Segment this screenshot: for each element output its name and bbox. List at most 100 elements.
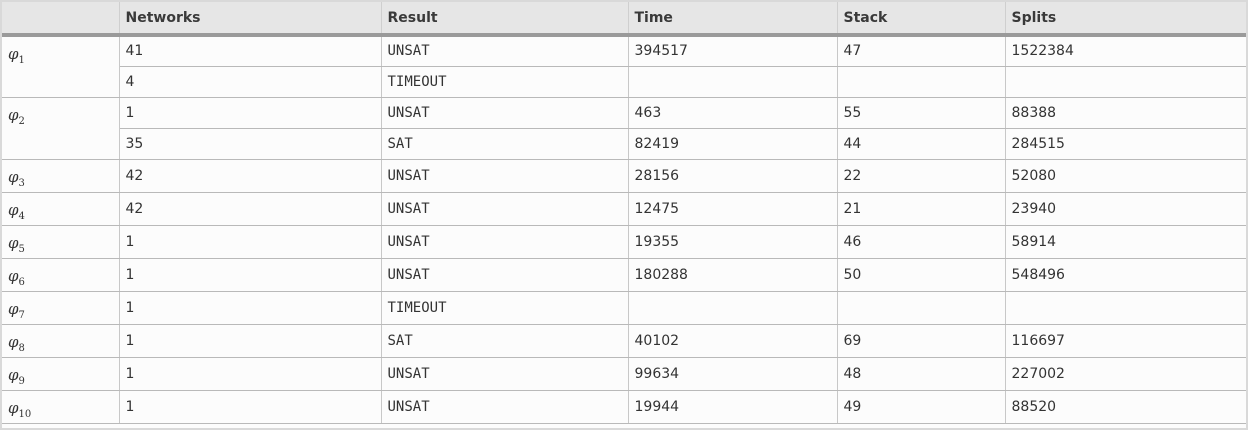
- stack-cell: [837, 291, 1006, 325]
- property-cell: φ5: [2, 225, 120, 259]
- result-cell: SAT: [381, 324, 629, 358]
- splits-cell: 1522384: [1005, 35, 1246, 67]
- networks-cell: 4: [119, 66, 382, 98]
- property-cell: φ6: [2, 258, 120, 292]
- property-label: φ8: [8, 332, 25, 354]
- table-row: 35 SAT 82419 44 284515: [2, 128, 1246, 160]
- splits-cell: [1005, 291, 1246, 325]
- property-cell: φ8: [2, 324, 120, 358]
- time-cell: [628, 66, 838, 98]
- stack-cell: 49: [837, 390, 1006, 424]
- networks-cell: 1: [119, 225, 382, 259]
- property-label: φ5: [8, 233, 25, 255]
- header-row: Networks Result Time Stack Splits: [2, 2, 1246, 37]
- networks-cell: 42: [119, 192, 382, 226]
- splits-cell: 227002: [1005, 357, 1246, 391]
- table-row: φ3 42 UNSAT 28156 22 52080: [2, 159, 1246, 193]
- property-label: φ3: [8, 167, 25, 189]
- networks-cell: 1: [119, 390, 382, 424]
- networks-cell: 1: [119, 324, 382, 358]
- header-property: [2, 2, 120, 37]
- result-cell: UNSAT: [381, 97, 629, 129]
- property-label: φ7: [8, 299, 25, 321]
- stack-cell: 55: [837, 97, 1006, 129]
- stack-cell: 50: [837, 258, 1006, 292]
- stack-cell: [837, 66, 1006, 98]
- property-label: φ1: [8, 45, 25, 66]
- splits-cell: 548496: [1005, 258, 1246, 292]
- networks-cell: 1: [119, 357, 382, 391]
- result-cell: UNSAT: [381, 159, 629, 193]
- result-cell: UNSAT: [381, 357, 629, 391]
- property-cell: φ4: [2, 192, 120, 226]
- splits-cell: 88520: [1005, 390, 1246, 424]
- property-cell: φ10: [2, 390, 120, 424]
- splits-cell: 58914: [1005, 225, 1246, 259]
- result-cell: SAT: [381, 128, 629, 160]
- networks-cell: 35: [119, 128, 382, 160]
- time-cell: 99634: [628, 357, 838, 391]
- result-cell: TIMEOUT: [381, 291, 629, 325]
- table-header: Networks Result Time Stack Splits: [2, 2, 1246, 37]
- time-cell: 28156: [628, 159, 838, 193]
- table-row: φ4 42 UNSAT 12475 21 23940: [2, 192, 1246, 226]
- property-cell: φ2: [2, 97, 120, 160]
- property-label: φ10: [8, 398, 32, 420]
- result-cell: UNSAT: [381, 35, 629, 67]
- splits-cell: [1005, 66, 1246, 98]
- time-cell: 180288: [628, 258, 838, 292]
- result-cell: UNSAT: [381, 390, 629, 424]
- property-cell: φ9: [2, 357, 120, 391]
- networks-cell: 1: [119, 291, 382, 325]
- table-row: φ1 41 UNSAT 394517 47 1522384: [2, 35, 1246, 98]
- table-row: φ2 1 UNSAT 463 55 88388: [2, 97, 1246, 160]
- result-cell: UNSAT: [381, 258, 629, 292]
- time-cell: [628, 291, 838, 325]
- networks-cell: 41: [119, 35, 382, 67]
- property-label: φ9: [8, 365, 25, 387]
- stack-cell: 48: [837, 357, 1006, 391]
- table-row: φ8 1 SAT 40102 69 116697: [2, 324, 1246, 358]
- table-row: φ5 1 UNSAT 19355 46 58914: [2, 225, 1246, 259]
- splits-cell: 284515: [1005, 128, 1246, 160]
- splits-cell: 23940: [1005, 192, 1246, 226]
- header-result: Result: [381, 2, 629, 37]
- property-label: φ4: [8, 200, 25, 222]
- table-row: φ7 1 TIMEOUT: [2, 291, 1246, 325]
- time-cell: 19944: [628, 390, 838, 424]
- networks-cell: 42: [119, 159, 382, 193]
- header-splits: Splits: [1005, 2, 1246, 37]
- property-cell: φ1: [2, 35, 120, 98]
- result-cell: UNSAT: [381, 192, 629, 226]
- property-cell: φ7: [2, 291, 120, 325]
- table-row: φ9 1 UNSAT 99634 48 227002: [2, 357, 1246, 391]
- property-label: φ6: [8, 266, 25, 288]
- property-cell: φ3: [2, 159, 120, 193]
- stack-cell: 69: [837, 324, 1006, 358]
- networks-cell: 1: [119, 258, 382, 292]
- time-cell: 394517: [628, 35, 838, 67]
- table-body: φ1 41 UNSAT 394517 47 1522384 4 TIMEOUT φ2 1 UNSAT…: [2, 35, 1246, 424]
- table-row: 4 TIMEOUT: [2, 66, 1246, 98]
- time-cell: 82419: [628, 128, 838, 160]
- networks-cell: 1: [119, 97, 382, 129]
- time-cell: 463: [628, 97, 838, 129]
- stack-cell: 44: [837, 128, 1006, 160]
- table-row: φ10 1 UNSAT 19944 49 88520: [2, 390, 1246, 424]
- stack-cell: 21: [837, 192, 1006, 226]
- splits-cell: 52080: [1005, 159, 1246, 193]
- time-cell: 19355: [628, 225, 838, 259]
- header-time: Time: [628, 2, 838, 37]
- result-cell: TIMEOUT: [381, 66, 629, 98]
- time-cell: 12475: [628, 192, 838, 226]
- splits-cell: 116697: [1005, 324, 1246, 358]
- property-label: φ2: [8, 105, 25, 127]
- stack-cell: 46: [837, 225, 1006, 259]
- stack-cell: 22: [837, 159, 1006, 193]
- header-stack: Stack: [837, 2, 1006, 37]
- table-row: φ6 1 UNSAT 180288 50 548496: [2, 258, 1246, 292]
- time-cell: 40102: [628, 324, 838, 358]
- stack-cell: 47: [837, 35, 1006, 67]
- result-cell: UNSAT: [381, 225, 629, 259]
